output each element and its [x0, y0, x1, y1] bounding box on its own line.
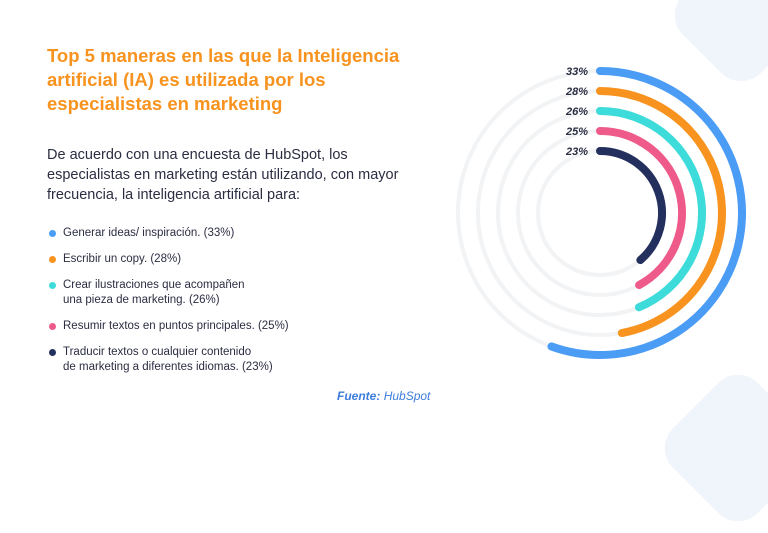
intro-text: De acuerdo con una encuesta de HubSpot, … — [47, 147, 399, 203]
legend-text: Generar ideas/ inspiración. (33%) — [63, 227, 235, 239]
legend-item: Escribir un copy. (28%) — [49, 252, 379, 267]
legend-text: Escribir un copy. (28%) — [63, 253, 182, 265]
chart-title: Top 5 maneras en las que la Inteligencia… — [47, 45, 400, 114]
source-label: Fuente: — [337, 389, 381, 403]
value-label: 26% — [565, 106, 588, 118]
legend-item: Generar ideas/ inspiración. (33%) — [49, 226, 379, 241]
radial-bar — [547, 67, 746, 359]
legend-item: Traducir textos o cualquier contenido de… — [49, 345, 379, 375]
legend-text: Crear ilustraciones que acompañen una pi… — [63, 279, 245, 306]
value-label: 25% — [565, 126, 588, 138]
legend-item: Crear ilustraciones que acompañen una pi… — [49, 278, 379, 308]
radial-bar — [596, 87, 726, 338]
legend-dot — [49, 230, 56, 237]
legend-dot — [49, 256, 56, 263]
legend-text: Traducir textos o cualquier contenido de… — [63, 346, 273, 373]
value-label: 28% — [565, 86, 588, 98]
legend-item: Resumir textos en puntos principales. (2… — [49, 319, 379, 334]
radial-bar — [596, 127, 686, 290]
legend-dot — [49, 323, 56, 330]
radial-bar — [596, 147, 666, 265]
value-label: 33% — [566, 66, 588, 78]
legend-dot — [49, 282, 56, 289]
value-label: 23% — [565, 146, 588, 158]
source-name: HubSpot — [383, 389, 431, 403]
legend-text: Resumir textos en puntos principales. (2… — [63, 320, 289, 332]
radial-bar — [596, 107, 706, 312]
source-credit: Fuente: HubSpot — [337, 389, 430, 403]
legend-dot — [49, 349, 56, 356]
legend: Generar ideas/ inspiración. (33%) Escrib… — [49, 226, 379, 386]
radial-bar-chart: 33% 28% 26% 25% 23% — [456, 66, 746, 359]
